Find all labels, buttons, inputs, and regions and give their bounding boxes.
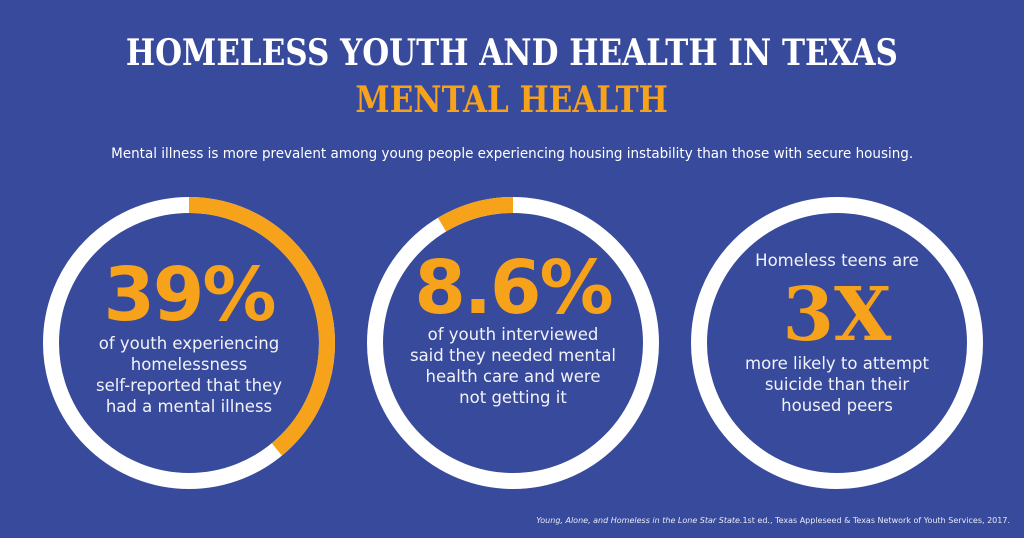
- stat-circle-8-6: 8.6% of youth interviewed said they need…: [367, 197, 659, 489]
- stat-description: of youth interviewed said they needed me…: [409, 325, 617, 407]
- stat-circle-39: 39% of youth experiencing homelessness s…: [43, 197, 335, 489]
- stat-value: 8.6%: [414, 245, 613, 331]
- ring-3x: [691, 197, 983, 489]
- intro-text-span: Mental illness is more prevalent among y…: [111, 146, 913, 162]
- page-title-text: HOMELESS YOUTH AND HEALTH IN TEXAS: [125, 32, 899, 74]
- page-title: HOMELESS YOUTH AND HEALTH IN TEXAS: [0, 31, 1024, 75]
- page-subtitle-text: MENTAL HEALTH: [355, 79, 669, 121]
- stat-description: more likely to attempt suicide than thei…: [745, 354, 929, 415]
- stat-lead: Homeless teens are: [755, 251, 919, 270]
- source-details: 1st ed., Texas Appleseed & Texas Network…: [742, 516, 1010, 525]
- stat-value: 39%: [103, 252, 276, 338]
- stat-value: 3X: [782, 272, 892, 358]
- source-title: Young, Alone, and Homeless in the Lone S…: [536, 516, 743, 525]
- page-subtitle: MENTAL HEALTH: [0, 78, 1024, 122]
- stat-description: of youth experiencing homelessness self-…: [95, 334, 283, 416]
- progress-ring-8-6: [367, 197, 659, 489]
- progress-ring-39: [43, 197, 335, 489]
- source-citation: Young, Alone, and Homeless in the Lone S…: [536, 515, 1010, 527]
- stat-circle-3x: Homeless teens are 3X more likely to att…: [691, 197, 983, 489]
- intro-text: Mental illness is more prevalent among y…: [0, 144, 1024, 164]
